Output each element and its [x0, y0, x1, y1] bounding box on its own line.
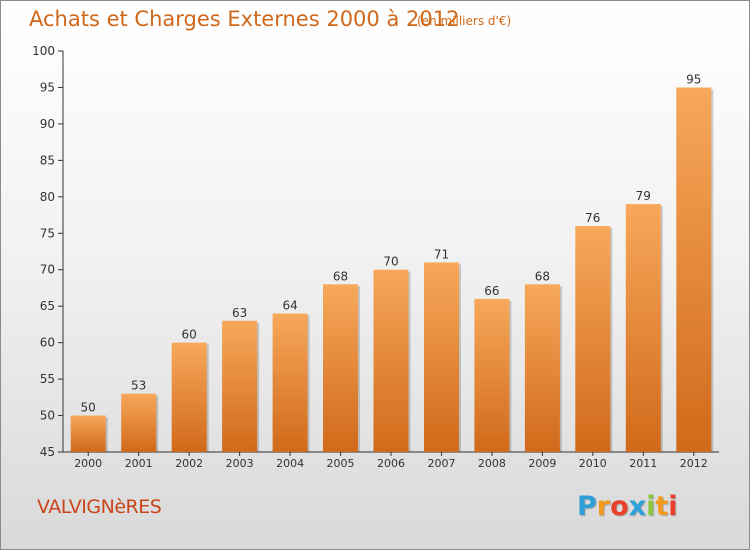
y-tick-label: 90: [40, 117, 55, 131]
logo-letter: i: [646, 491, 656, 522]
data-label: 95: [686, 73, 701, 87]
bar: [323, 284, 358, 452]
bar: [625, 204, 661, 452]
bar: [424, 262, 459, 452]
data-label: 53: [131, 379, 146, 393]
logo-letter: t: [655, 491, 669, 522]
x-tick-label: 2001: [125, 457, 153, 470]
data-label: 76: [585, 211, 600, 225]
chart-subtitle: (en milliers d'€): [417, 14, 512, 28]
y-tick-label: 70: [40, 263, 55, 277]
y-tick-label: 95: [40, 80, 55, 94]
data-label: 64: [282, 299, 297, 313]
y-tick-label: 55: [40, 372, 55, 386]
x-tick-label: 2010: [579, 457, 607, 470]
logo-letter: x: [628, 491, 647, 522]
y-tick-label: 80: [40, 190, 55, 204]
y-tick-label: 65: [40, 299, 55, 313]
data-label: 63: [232, 306, 247, 320]
y-tick-label: 85: [40, 153, 55, 167]
data-label: 79: [636, 189, 651, 203]
logo-letter: i: [668, 491, 678, 522]
x-tick-label: 2009: [528, 457, 556, 470]
y-tick-label: 100: [32, 44, 55, 58]
x-tick-label: 2003: [226, 457, 254, 470]
x-tick-label: 2008: [478, 457, 506, 470]
bar: [70, 415, 106, 452]
data-label: 71: [434, 247, 449, 261]
bar: [524, 284, 560, 452]
bar: [222, 320, 258, 452]
bar: [474, 298, 510, 452]
x-tick-label: 2006: [377, 457, 405, 470]
bar: [676, 87, 712, 452]
x-tick-label: 2002: [175, 457, 203, 470]
x-tick-label: 2007: [428, 457, 456, 470]
place-name: VALVIGNèRES: [37, 496, 162, 518]
data-label: 68: [333, 269, 348, 283]
y-tick-label: 45: [40, 445, 55, 459]
bar: [373, 269, 409, 452]
y-tick-label: 75: [40, 226, 55, 240]
bar: [171, 342, 207, 452]
logo-letter: o: [610, 491, 629, 522]
data-label: 66: [484, 284, 499, 298]
data-label: 70: [383, 255, 398, 269]
bar: [575, 226, 611, 452]
x-tick-label: 2004: [276, 457, 304, 470]
data-label: 60: [182, 328, 197, 342]
x-tick-label: 2000: [74, 457, 102, 470]
logo-letter: P: [577, 491, 597, 522]
proxiti-logo: Proxiti: [577, 491, 678, 522]
bar: [272, 313, 308, 452]
data-label: 50: [81, 401, 96, 415]
x-tick-label: 2005: [327, 457, 355, 470]
x-tick-label: 2011: [629, 457, 657, 470]
bar: [121, 393, 157, 452]
data-label: 68: [535, 269, 550, 283]
chart-title: Achats et Charges Externes 2000 à 2012: [29, 7, 460, 31]
logo-letter: r: [596, 491, 611, 522]
y-tick-label: 50: [40, 409, 55, 423]
x-tick-label: 2012: [680, 457, 708, 470]
y-tick-label: 60: [40, 336, 55, 350]
